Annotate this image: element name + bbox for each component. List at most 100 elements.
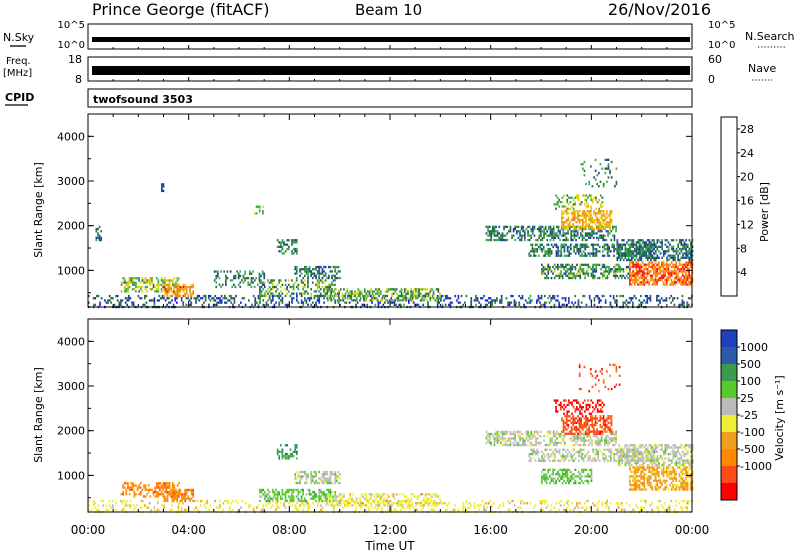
data-cell-11: [549, 230, 552, 233]
date-label: 26/Nov/2016: [608, 0, 711, 19]
data-cell-17: [656, 263, 658, 266]
data-cell-0: [374, 506, 377, 509]
data-cell-15: [614, 265, 617, 269]
data-cell-12: [531, 248, 534, 251]
data-cell-13: [577, 218, 579, 222]
data-cell-17: [686, 276, 689, 280]
data-cell-0: [643, 499, 645, 503]
data-cell-5: [267, 288, 269, 291]
data-cell-0: [361, 303, 364, 306]
data-cell-12: [530, 243, 532, 246]
data-cell-0: [454, 294, 457, 298]
data-cell-14: [587, 196, 589, 199]
data-cell-15: [627, 265, 630, 269]
data-cell-16: [683, 252, 686, 255]
data-cell-4: [260, 274, 262, 278]
data-cell-1: [152, 490, 155, 494]
data-cell-17: [688, 283, 690, 286]
data-cell-17: [678, 281, 681, 284]
data-cell-1: [131, 482, 134, 485]
data-cell-3: [163, 288, 166, 291]
data-cell-15: [566, 270, 569, 273]
data-cell-6: [435, 493, 438, 496]
data-cell-16: [651, 239, 654, 242]
data-cell-12: [560, 252, 563, 255]
data-cell-12: [582, 245, 585, 249]
data-cell-17: [661, 274, 663, 277]
data-cell-11: [493, 234, 496, 237]
data-cell-11: [549, 232, 552, 235]
data-cell-5: [323, 475, 325, 478]
data-cell-0: [609, 502, 612, 505]
data-cell-2: [146, 281, 148, 284]
data-cell-12: [560, 248, 563, 251]
data-cell-2: [173, 497, 175, 500]
data-cell-0: [345, 499, 348, 503]
data-cell-0: [244, 303, 247, 306]
data-cell-0: [326, 297, 329, 300]
data-cell-13: [567, 225, 570, 228]
data-cell-5: [334, 475, 337, 478]
data-cell-14: [568, 196, 570, 199]
data-cell-2: [128, 279, 131, 282]
data-cell-7: [552, 435, 555, 438]
data-cell-0: [121, 502, 124, 505]
data-cell-17: [683, 276, 686, 280]
data-cell-7: [310, 272, 313, 275]
data-cell-12: [549, 254, 551, 257]
data-cell-7: [591, 439, 593, 442]
data-cell-3: [283, 493, 285, 496]
data-cell-0: [379, 301, 381, 304]
data-cell-4: [252, 270, 254, 273]
data-cell-11: [528, 225, 531, 228]
data-cell-4: [258, 274, 261, 278]
data-cell-12: [563, 248, 566, 251]
data-cell-17: [664, 263, 666, 266]
data-cell-9: [262, 210, 264, 213]
data-cell-7: [548, 443, 550, 447]
data-cell-6: [376, 495, 379, 498]
data-cell-13: [589, 218, 592, 222]
data-cell-8: [435, 297, 438, 300]
data-cell-11: [584, 238, 587, 242]
data-cell-16: [682, 254, 684, 257]
data-cell-7: [329, 265, 332, 269]
data-cell-17: [651, 279, 654, 282]
data-cell-6: [376, 493, 379, 496]
data-cell-17: [673, 281, 676, 284]
data-cell-2: [163, 281, 166, 284]
data-cell-13: [597, 212, 600, 215]
data-cell-0: [355, 502, 357, 505]
data-cell-0: [320, 504, 322, 507]
data-cell-0: [417, 303, 420, 306]
data-cell-11: [536, 227, 539, 231]
data-cell-7: [305, 270, 308, 273]
data-cell-0: [470, 303, 473, 306]
data-cell-0: [350, 294, 353, 298]
data-cell-2: [131, 283, 134, 286]
data-cell-3: [326, 488, 328, 492]
data-cell-3: [273, 491, 276, 494]
data-cell-5: [297, 288, 300, 291]
data-cell-16: [690, 247, 692, 251]
data-cell-11: [516, 225, 518, 228]
data-cell-15: [617, 265, 620, 269]
data-cell-5: [275, 285, 277, 289]
data-cell-15: [550, 270, 553, 273]
data-cell-14: [601, 201, 604, 204]
data-cell-0: [307, 303, 309, 306]
data-cell-12: [613, 245, 615, 249]
data-cell-17: [680, 270, 682, 273]
data-cell-12: [630, 243, 633, 246]
data-cell-8: [415, 294, 417, 298]
data-cell-7: [581, 437, 584, 440]
data-cell-0: [665, 297, 668, 300]
data-cell-14: [574, 196, 577, 199]
data-cell-8: [578, 450, 580, 454]
data-cell-0: [168, 297, 170, 300]
data-cell-1: [147, 490, 150, 494]
data-cell-0: [566, 506, 569, 509]
data-cell-0: [454, 508, 457, 511]
data-cell-11: [544, 225, 547, 228]
data-cell-0: [444, 297, 447, 300]
